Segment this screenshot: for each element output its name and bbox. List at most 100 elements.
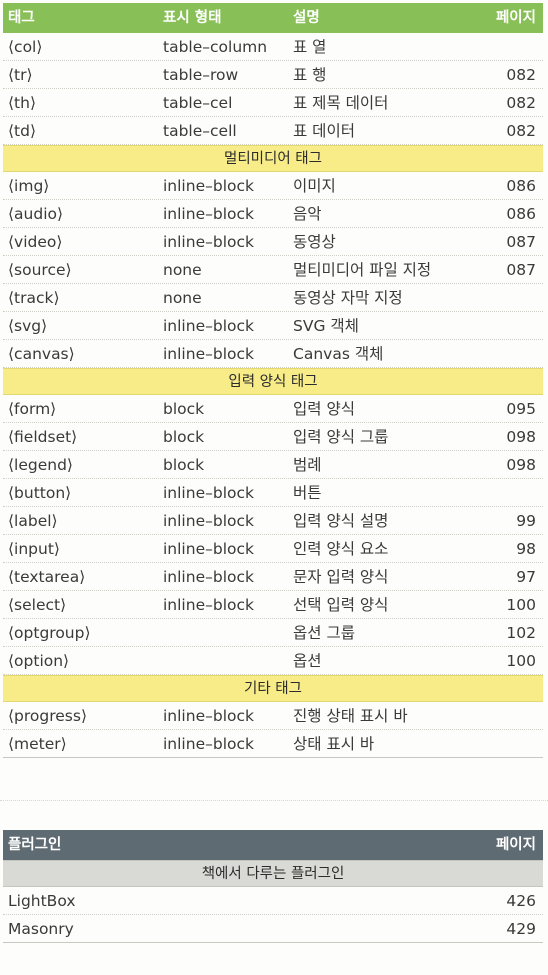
tag-cell: ⟨td⟩ — [8, 122, 37, 140]
description-cell: 입력 양식 그룹 — [293, 428, 389, 446]
display-cell: block — [163, 400, 205, 418]
page-cell: 429 — [506, 920, 536, 938]
display-cell: inline–block — [163, 735, 254, 753]
page-cell: 100 — [506, 652, 536, 670]
display-cell: inline–block — [163, 317, 254, 335]
description-cell: 표 데이터 — [293, 122, 355, 140]
page-cell: 086 — [506, 205, 536, 223]
plugin-name-cell: Masonry — [8, 920, 74, 938]
page-cell: 082 — [506, 94, 536, 112]
page-cell: 087 — [506, 261, 536, 279]
display-cell: block — [163, 428, 205, 446]
display-cell: table–cel — [163, 94, 233, 112]
plugin-table-header: 플러그인 페이지 — [3, 830, 543, 860]
tag-cell: ⟨meter⟩ — [8, 735, 67, 753]
display-cell: inline–block — [163, 233, 254, 251]
display-cell: inline–block — [163, 707, 254, 725]
table-row: ⟨col⟩ table–column 표 열 — [3, 33, 543, 61]
page-cell: 087 — [506, 233, 536, 251]
description-cell: 표 행 — [293, 66, 327, 84]
description-cell: 입력 양식 설명 — [293, 512, 389, 530]
table-row: ⟨input⟩ inline–block 인력 양식 요소 98 — [3, 535, 543, 563]
header-tag: 태그 — [8, 10, 35, 26]
tag-cell: ⟨col⟩ — [8, 38, 43, 56]
table-row: ⟨option⟩ 옵션 100 — [3, 647, 543, 675]
section-title: 멀티미디어 태그 — [3, 145, 543, 172]
display-cell: inline–block — [163, 205, 254, 223]
table-row: ⟨img⟩ inline–block 이미지 086 — [3, 172, 543, 200]
display-cell: inline–block — [163, 596, 254, 614]
page-cell: 102 — [506, 624, 536, 642]
tag-cell: ⟨optgroup⟩ — [8, 624, 91, 642]
display-cell: inline–block — [163, 484, 254, 502]
description-cell: 동영상 — [293, 233, 336, 251]
table-row: ⟨form⟩ block 입력 양식 095 — [3, 395, 543, 423]
table-row: ⟨td⟩ table–cell 표 데이터 082 — [3, 117, 543, 145]
display-cell: inline–block — [163, 345, 254, 363]
tag-cell: ⟨audio⟩ — [8, 205, 64, 223]
description-cell: Canvas 객체 — [293, 345, 384, 363]
tag-cell: ⟨tr⟩ — [8, 66, 33, 84]
description-cell: 범례 — [293, 456, 322, 474]
table-row: ⟨textarea⟩ inline–block 문자 입력 양식 97 — [3, 563, 543, 591]
table-row: ⟨legend⟩ block 범례 098 — [3, 451, 543, 479]
display-cell: none — [163, 289, 202, 307]
description-cell: SVG 객체 — [293, 317, 359, 335]
page-cell: 098 — [506, 428, 536, 446]
display-cell: inline–block — [163, 512, 254, 530]
tag-cell: ⟨video⟩ — [8, 233, 63, 251]
page-cell: 97 — [516, 568, 536, 586]
header-page: 페이지 — [495, 837, 536, 853]
description-cell: 상태 표시 바 — [293, 735, 375, 753]
page-cell: 086 — [506, 177, 536, 195]
tag-cell: ⟨th⟩ — [8, 94, 36, 112]
plugin-table-body: LightBox 426 Masonry 429 — [3, 887, 543, 943]
html-tags-table: 태그 표시 형태 설명 페이지 ⟨col⟩ table–column 표 열 ⟨tr⟩… — [3, 3, 543, 758]
tag-cell: ⟨svg⟩ — [8, 317, 48, 335]
header-plugin: 플러그인 — [8, 837, 62, 853]
page-cell: 098 — [506, 456, 536, 474]
table-row: Masonry 429 — [3, 915, 543, 943]
tag-cell: ⟨form⟩ — [8, 400, 57, 418]
tag-cell: ⟨option⟩ — [8, 652, 70, 670]
display-cell: table–row — [163, 66, 239, 84]
description-cell: 진행 상태 표시 바 — [293, 707, 408, 725]
description-cell: 동영상 자막 지정 — [293, 289, 403, 307]
description-cell: 멀티미디어 파일 지정 — [293, 261, 432, 279]
page-cell: 426 — [506, 892, 536, 910]
table-divider — [0, 800, 548, 802]
display-cell: inline–block — [163, 177, 254, 195]
section-title: 기타 태그 — [3, 675, 543, 702]
table-row: ⟨svg⟩ inline–block SVG 객체 — [3, 312, 543, 340]
tag-cell: ⟨source⟩ — [8, 261, 72, 279]
description-cell: 선택 입력 양식 — [293, 596, 389, 614]
tag-cell: ⟨img⟩ — [8, 177, 50, 195]
plugin-table: 플러그인 페이지 책에서 다루는 플러그인 LightBox 426 Masonry… — [3, 830, 543, 943]
table-row: ⟨optgroup⟩ 옵션 그룹 102 — [3, 619, 543, 647]
tag-cell: ⟨fieldset⟩ — [8, 428, 78, 446]
description-cell: 인력 양식 요소 — [293, 540, 389, 558]
description-cell: 음악 — [293, 205, 322, 223]
page-cell: 99 — [516, 512, 536, 530]
header-page: 페이지 — [495, 10, 536, 26]
table-row: ⟨track⟩ none 동영상 자막 지정 — [3, 284, 543, 312]
description-cell: 문자 입력 양식 — [293, 568, 389, 586]
tag-cell: ⟨canvas⟩ — [8, 345, 75, 363]
tag-cell: ⟨label⟩ — [8, 512, 58, 530]
table-row: LightBox 426 — [3, 887, 543, 915]
section-title: 입력 양식 태그 — [3, 368, 543, 395]
table-row: ⟨tr⟩ table–row 표 행 082 — [3, 61, 543, 89]
description-cell: 표 열 — [293, 38, 327, 56]
table-row: ⟨meter⟩ inline–block 상태 표시 바 — [3, 730, 543, 758]
tag-cell: ⟨button⟩ — [8, 484, 72, 502]
table-row: ⟨audio⟩ inline–block 음악 086 — [3, 200, 543, 228]
description-cell: 입력 양식 — [293, 400, 355, 418]
tag-cell: ⟨progress⟩ — [8, 707, 88, 725]
description-cell: 표 제목 데이터 — [293, 94, 389, 112]
display-cell: inline–block — [163, 540, 254, 558]
table-row: ⟨video⟩ inline–block 동영상 087 — [3, 228, 543, 256]
display-cell: inline–block — [163, 568, 254, 586]
tag-cell: ⟨select⟩ — [8, 596, 67, 614]
table-header: 태그 표시 형태 설명 페이지 — [3, 3, 543, 33]
page-cell: 095 — [506, 400, 536, 418]
